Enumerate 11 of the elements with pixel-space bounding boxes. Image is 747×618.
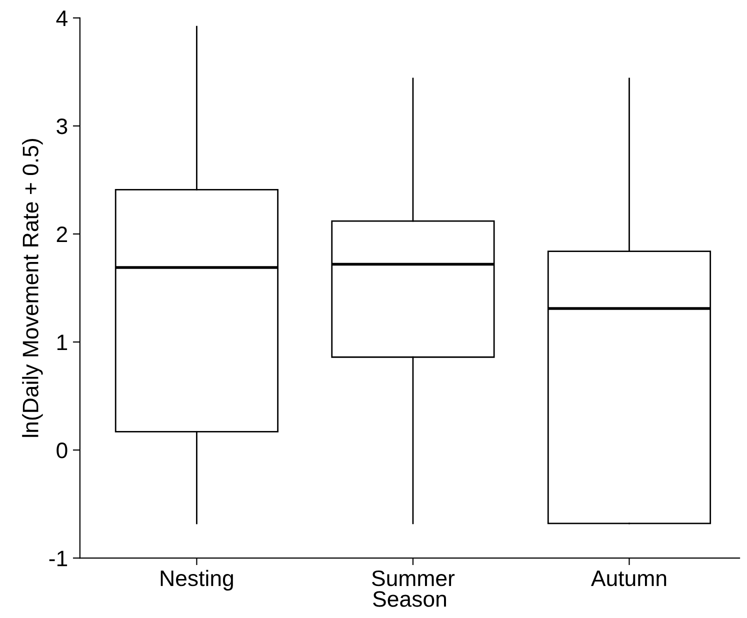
x-tick-label: Autumn	[590, 570, 666, 586]
y-tick-label: 0	[56, 442, 68, 458]
y-tick-label: 3	[56, 118, 68, 134]
y-tick-label: 1	[57, 334, 68, 350]
y-tick-label: 4	[56, 10, 68, 26]
y-tick-label: 2	[56, 226, 68, 242]
x-axis-title: Season	[373, 591, 446, 607]
x-tick-label: Summer	[372, 570, 455, 586]
x-tick-label: Nesting	[160, 570, 233, 591]
y-axis-title: ln(Daily Movement Rate + 0.5)	[22, 138, 43, 437]
y-tick-label: -1	[49, 550, 68, 566]
